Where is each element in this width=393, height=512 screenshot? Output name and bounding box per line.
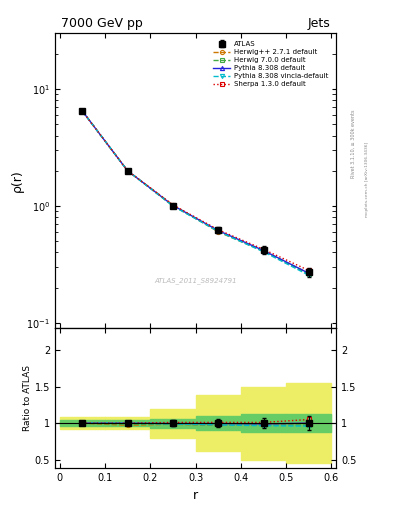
Herwig 7.0.0 default — [216, 228, 220, 234]
Line: Herwig 7.0.0 default: Herwig 7.0.0 default — [80, 109, 311, 276]
Line: Pythia 8.308 default: Pythia 8.308 default — [80, 109, 311, 275]
Sherpa 1.3.0 default — [216, 227, 220, 233]
Text: 7000 GeV pp: 7000 GeV pp — [61, 17, 142, 30]
Herwig++ 2.7.1 default — [125, 167, 130, 174]
Pythia 8.308 vincia-default — [171, 203, 175, 209]
Pythia 8.308 vincia-default — [216, 228, 220, 234]
Herwig 7.0.0 default — [171, 203, 175, 209]
Pythia 8.308 default — [261, 247, 266, 253]
Y-axis label: Ratio to ATLAS: Ratio to ATLAS — [23, 365, 32, 431]
Text: mcplots.cern.ch [arXiv:1306.3436]: mcplots.cern.ch [arXiv:1306.3436] — [365, 142, 369, 217]
Herwig++ 2.7.1 default — [80, 108, 84, 114]
Pythia 8.308 default — [80, 108, 84, 114]
Legend: ATLAS, Herwig++ 2.7.1 default, Herwig 7.0.0 default, Pythia 8.308 default, Pythi: ATLAS, Herwig++ 2.7.1 default, Herwig 7.… — [212, 40, 330, 89]
Sherpa 1.3.0 default — [125, 167, 130, 174]
Line: Sherpa 1.3.0 default: Sherpa 1.3.0 default — [80, 109, 311, 272]
Herwig++ 2.7.1 default — [307, 270, 311, 276]
Herwig++ 2.7.1 default — [171, 202, 175, 208]
Sherpa 1.3.0 default — [261, 246, 266, 252]
X-axis label: r: r — [193, 489, 198, 502]
Line: Pythia 8.308 vincia-default: Pythia 8.308 vincia-default — [80, 109, 311, 278]
Pythia 8.308 default — [307, 270, 311, 276]
Pythia 8.308 default — [216, 227, 220, 233]
Pythia 8.308 vincia-default — [80, 108, 84, 114]
Pythia 8.308 vincia-default — [125, 167, 130, 174]
Pythia 8.308 default — [125, 167, 130, 174]
Text: Rivet 3.1.10, ≥ 300k events: Rivet 3.1.10, ≥ 300k events — [351, 109, 356, 178]
Text: ATLAS_2011_S8924791: ATLAS_2011_S8924791 — [154, 278, 237, 284]
Line: Herwig++ 2.7.1 default: Herwig++ 2.7.1 default — [80, 109, 311, 275]
Herwig++ 2.7.1 default — [216, 229, 220, 235]
Sherpa 1.3.0 default — [171, 202, 175, 208]
Herwig 7.0.0 default — [80, 108, 84, 114]
Herwig 7.0.0 default — [125, 167, 130, 174]
Sherpa 1.3.0 default — [80, 108, 84, 114]
Herwig 7.0.0 default — [261, 248, 266, 254]
Y-axis label: ρ(r): ρ(r) — [11, 169, 24, 192]
Pythia 8.308 vincia-default — [261, 249, 266, 255]
Herwig 7.0.0 default — [307, 271, 311, 278]
Sherpa 1.3.0 default — [307, 267, 311, 273]
Pythia 8.308 vincia-default — [307, 272, 311, 279]
Text: Jets: Jets — [308, 17, 331, 30]
Herwig++ 2.7.1 default — [261, 248, 266, 254]
Pythia 8.308 default — [171, 202, 175, 208]
